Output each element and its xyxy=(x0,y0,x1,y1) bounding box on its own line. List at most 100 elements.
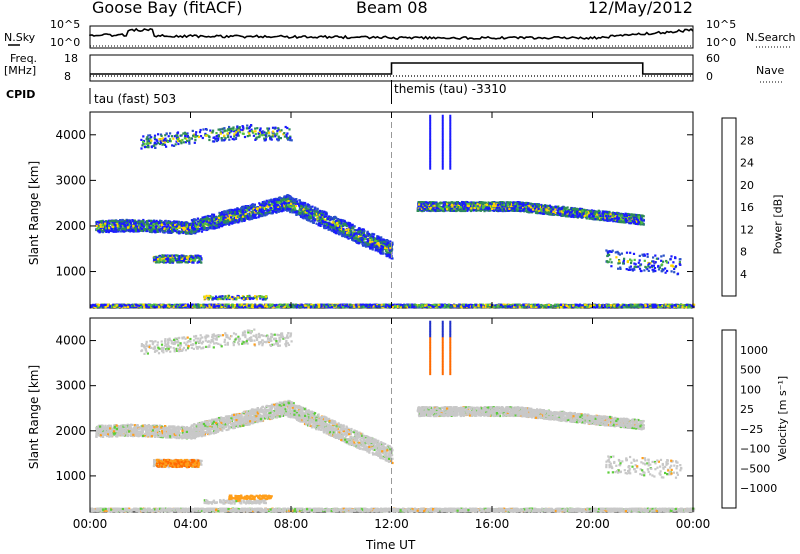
scatter-cell xyxy=(603,219,606,222)
scatter-cell xyxy=(255,296,258,299)
scatter-cell xyxy=(329,216,332,219)
scatter-cell xyxy=(213,140,216,143)
scatter-cell xyxy=(216,139,220,142)
scatter-cell xyxy=(354,229,357,232)
scatter-cell xyxy=(111,228,115,231)
scatter-cell xyxy=(344,230,347,233)
scatter-cell xyxy=(191,129,194,132)
scatter-cell xyxy=(326,217,329,221)
scatter-cell xyxy=(145,225,148,228)
scatter-cell xyxy=(141,223,144,227)
scatter-cell xyxy=(599,213,602,216)
scatter-cell xyxy=(228,125,231,129)
scatter-cell xyxy=(222,297,225,300)
scatter-cell xyxy=(224,295,227,298)
scatter-cell xyxy=(362,244,365,247)
scatter-cell xyxy=(246,124,249,127)
scatter-cell xyxy=(301,210,304,213)
scatter-cell xyxy=(103,226,106,230)
scatter-cell xyxy=(625,221,628,224)
scatter-cell xyxy=(205,294,208,297)
scatter-cell xyxy=(178,225,181,228)
scatter-cell xyxy=(316,219,319,222)
scatter-cell xyxy=(247,295,250,298)
scatter-cell xyxy=(198,131,202,134)
scatter-cell xyxy=(266,127,269,130)
scatter-cell xyxy=(178,140,181,143)
scatter-cell xyxy=(246,127,249,130)
scatter-cell xyxy=(370,236,373,239)
scatter-cell xyxy=(98,231,101,234)
scatter-cell xyxy=(484,204,487,207)
scatter-cell xyxy=(264,134,267,137)
scatter-cell xyxy=(154,141,157,144)
scatter-cell xyxy=(148,226,151,229)
scatter-cell xyxy=(351,237,354,240)
scatter-cell xyxy=(258,133,261,137)
scatter-cell xyxy=(355,237,358,240)
scatter-cell xyxy=(428,208,431,212)
scatter-cell xyxy=(314,206,317,209)
scatter-cell xyxy=(241,125,244,128)
scatter-cell xyxy=(340,224,343,227)
scatter-cell xyxy=(146,136,149,139)
scatter-cell xyxy=(303,212,306,215)
scatter-cell xyxy=(301,205,304,209)
scatter-cell xyxy=(196,256,200,259)
scatter-cell xyxy=(254,127,257,130)
scatter-cell xyxy=(240,214,243,217)
scatter-cell xyxy=(359,235,362,238)
scatter-cell xyxy=(346,231,349,234)
scatter-cell xyxy=(234,221,237,224)
scatter-cell xyxy=(281,202,285,205)
scatter-cell xyxy=(140,227,143,230)
scatter-cell xyxy=(253,205,256,208)
scatter-cell xyxy=(291,201,294,204)
scatter-cell xyxy=(355,229,358,232)
scatter-cell xyxy=(280,129,283,132)
scatter-cell xyxy=(387,244,391,247)
scatter-cell xyxy=(246,209,249,212)
scatter-cell xyxy=(293,198,296,201)
scatter-cell xyxy=(233,133,236,136)
scatter-cell xyxy=(338,221,342,224)
scatter-cell xyxy=(184,135,187,138)
scatter-cell xyxy=(308,215,311,219)
scatter-cell xyxy=(271,207,274,210)
scatter-cell xyxy=(313,214,316,217)
scatter-cell xyxy=(164,258,167,261)
scatter-cell xyxy=(334,224,337,227)
scatter-cell xyxy=(260,203,263,206)
scatter-cell xyxy=(390,249,393,252)
scatter-cell xyxy=(240,297,243,300)
scatter-cell xyxy=(307,204,310,207)
scatter-cell xyxy=(229,130,232,134)
power-echo-region xyxy=(416,200,645,226)
scatter-cell xyxy=(264,214,267,217)
scatter-cell xyxy=(227,297,230,300)
scatter-cell xyxy=(376,237,379,240)
scatter-cell xyxy=(299,202,302,205)
scatter-cell xyxy=(371,242,374,245)
scatter-cell xyxy=(377,239,380,242)
scatter-cell xyxy=(147,224,150,227)
scatter-cell xyxy=(156,258,160,261)
scatter-cell xyxy=(258,135,261,138)
scatter-cell xyxy=(258,210,261,213)
scatter-cell xyxy=(134,222,137,225)
scatter-cell xyxy=(201,136,204,140)
scatter-cell xyxy=(321,219,324,222)
scatter-cell xyxy=(249,207,253,210)
scatter-cell xyxy=(277,205,280,208)
scatter-cell xyxy=(192,256,195,259)
scatter-cell xyxy=(307,219,310,222)
scatter-cell xyxy=(164,227,167,230)
scatter-cell xyxy=(197,220,200,223)
scatter-cell xyxy=(169,138,172,141)
scatter-cell xyxy=(149,229,152,232)
scatter-cell xyxy=(154,222,157,225)
scatter-cell xyxy=(372,239,375,242)
scatter-cell xyxy=(320,214,323,217)
scatter-cell xyxy=(134,229,137,232)
scatter-cell xyxy=(387,253,390,256)
